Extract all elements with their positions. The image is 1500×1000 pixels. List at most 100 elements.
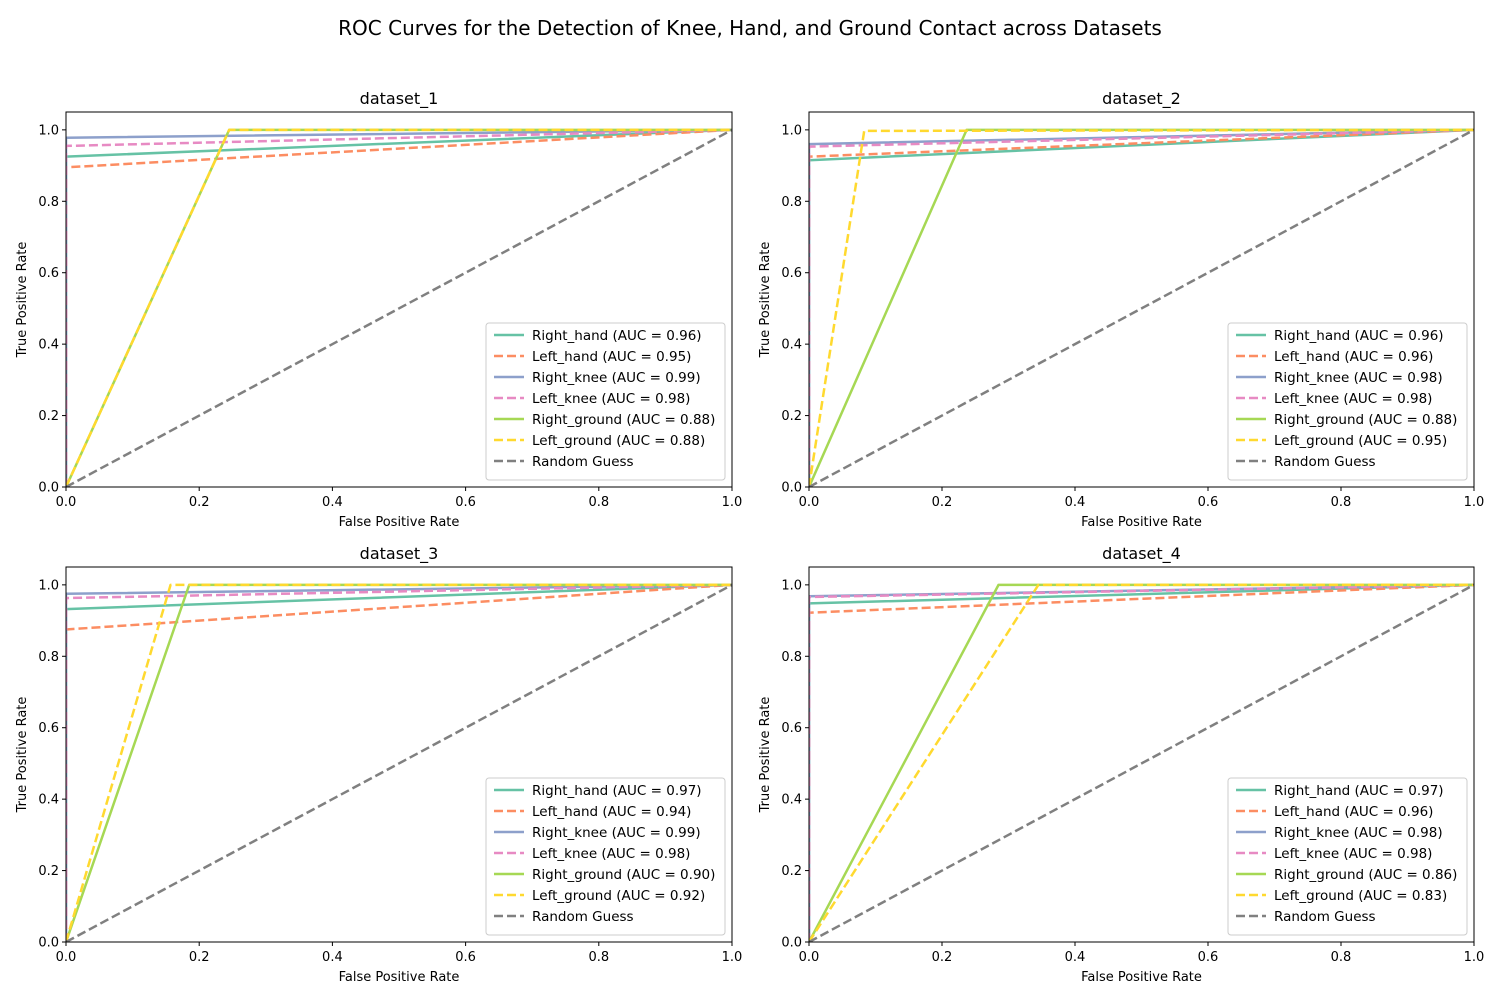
x-tick-label: 0.8 <box>1331 950 1352 965</box>
x-tick-label: 0.8 <box>588 495 609 510</box>
series-line-right-knee <box>66 128 732 487</box>
y-tick-label: 0.6 <box>781 721 802 736</box>
x-tick-label: 0.0 <box>799 950 820 965</box>
x-tick-label: 0.8 <box>1331 495 1352 510</box>
legend-entry: Left_knee (AUC = 0.98) <box>1274 846 1432 862</box>
x-tick-label: 0.6 <box>1198 495 1219 510</box>
legend-entry: Left_hand (AUC = 0.96) <box>1274 349 1433 365</box>
legend-entry: Left_ground (AUC = 0.92) <box>532 888 705 904</box>
x-axis-label: False Positive Rate <box>1081 970 1202 985</box>
x-tick-label: 0.2 <box>189 495 210 510</box>
series-line-right-hand <box>66 128 732 487</box>
y-tick-label: 0.0 <box>781 481 802 496</box>
y-tick-label: 0.2 <box>781 864 802 879</box>
x-tick-label: 0.6 <box>1198 950 1219 965</box>
legend-entry: Right_hand (AUC = 0.96) <box>1274 328 1444 344</box>
plot-frame <box>808 111 1475 488</box>
x-axis-label: False Positive Rate <box>339 515 460 530</box>
legend-entry: Right_hand (AUC = 0.97) <box>532 783 702 799</box>
series-group <box>809 583 1474 942</box>
y-tick-label: 1.0 <box>781 123 802 138</box>
legend-entry: Right_ground (AUC = 0.88) <box>532 412 715 428</box>
legend-entry: Right_ground (AUC = 0.88) <box>1274 412 1457 428</box>
y-tick-label: 0.4 <box>781 338 802 353</box>
x-tick-label: 0.0 <box>56 495 77 510</box>
series-line-random-guess <box>809 128 1474 487</box>
legend-entry: Left_hand (AUC = 0.95) <box>532 349 691 365</box>
y-tick-label: 1.0 <box>781 578 802 593</box>
series-line-left-knee <box>66 583 732 942</box>
legend-entry: Left_ground (AUC = 0.88) <box>532 433 705 449</box>
series-line-left-knee <box>809 128 1474 487</box>
y-axis-label: True Positive Rate <box>15 242 30 359</box>
legend: Right_hand (AUC = 0.97) Left_hand (AUC = … <box>1227 777 1468 936</box>
x-tick-label: 0.4 <box>322 950 343 965</box>
series-line-right-hand <box>66 583 732 942</box>
chart-panel-2: dataset_2 0.0 0.2 0.4 0.6 0.8 1.0 0.0 0.2 0.4 0.6 0… <box>758 89 1484 530</box>
x-axis-label: False Positive Rate <box>1081 515 1202 530</box>
legend-entry: Left_knee (AUC = 0.98) <box>532 391 690 407</box>
legend-entry: Right_hand (AUC = 0.97) <box>1274 783 1444 799</box>
legend-entry: Right_ground (AUC = 0.90) <box>532 867 715 883</box>
legend-box <box>485 322 726 481</box>
y-axis-label: True Positive Rate <box>758 242 773 359</box>
x-tick-label: 1.0 <box>1464 495 1485 510</box>
series-line-random-guess <box>66 583 732 942</box>
y-tick-label: 0.2 <box>38 409 59 424</box>
series-line-left-hand <box>809 128 1474 487</box>
series-line-left-knee <box>809 583 1474 942</box>
legend-entry: Left_hand (AUC = 0.96) <box>1274 804 1433 820</box>
y-tick-label: 0.8 <box>781 650 802 665</box>
legend: Right_hand (AUC = 0.96) Left_hand (AUC = … <box>485 322 726 481</box>
x-tick-label: 0.2 <box>189 950 210 965</box>
legend-entry: Left_ground (AUC = 0.83) <box>1274 888 1447 904</box>
chart-panel-1: dataset_1 0.0 0.2 0.4 0.6 0.8 1.0 0.0 0.2 0.4 0.6 0… <box>15 89 742 530</box>
plot-frame <box>65 111 733 488</box>
legend-box <box>1227 777 1468 936</box>
y-tick-label: 0.4 <box>38 338 59 353</box>
y-axis-label: True Positive Rate <box>758 697 773 814</box>
y-tick-label: 0.8 <box>38 650 59 665</box>
legend: Right_hand (AUC = 0.97) Left_hand (AUC = … <box>485 777 726 936</box>
legend-entry: Right_hand (AUC = 0.96) <box>532 328 702 344</box>
x-tick-label: 0.8 <box>588 950 609 965</box>
series-line-right-hand <box>809 583 1474 942</box>
chart-panel-4: dataset_4 0.0 0.2 0.4 0.6 0.8 1.0 0.0 0.2 0.4 0.6 0… <box>758 544 1484 985</box>
series-line-left-ground <box>809 583 1474 942</box>
legend-entry: Right_ground (AUC = 0.86) <box>1274 867 1457 883</box>
y-tick-label: 0.6 <box>38 266 59 281</box>
plot-frame <box>65 566 733 943</box>
legend-entry: Right_knee (AUC = 0.98) <box>1274 825 1443 841</box>
x-tick-label: 0.6 <box>455 950 476 965</box>
y-tick-label: 0.0 <box>781 936 802 951</box>
series-line-left-knee <box>66 128 732 487</box>
panel-title: dataset_3 <box>360 544 439 564</box>
legend-entry: Left_knee (AUC = 0.98) <box>1274 391 1432 407</box>
legend: Right_hand (AUC = 0.96) Left_hand (AUC = … <box>1227 322 1468 481</box>
series-group <box>66 583 732 942</box>
series-line-right-knee <box>66 583 732 942</box>
legend-entry: Random Guess <box>532 454 634 470</box>
y-tick-label: 0.4 <box>781 793 802 808</box>
series-line-random-guess <box>809 583 1474 942</box>
y-tick-label: 0.2 <box>781 409 802 424</box>
series-group <box>66 128 732 487</box>
x-tick-label: 1.0 <box>722 495 743 510</box>
legend-entry: Left_ground (AUC = 0.95) <box>1274 433 1447 449</box>
y-tick-label: 0.6 <box>38 721 59 736</box>
y-tick-label: 1.0 <box>38 578 59 593</box>
x-axis-label: False Positive Rate <box>339 970 460 985</box>
plot-frame <box>808 566 1475 943</box>
legend-entry: Right_knee (AUC = 0.98) <box>1274 370 1443 386</box>
series-line-left-ground <box>66 583 732 942</box>
x-tick-label: 1.0 <box>1464 950 1485 965</box>
legend-entry: Left_knee (AUC = 0.98) <box>532 846 690 862</box>
legend-entry: Right_knee (AUC = 0.99) <box>532 825 701 841</box>
x-tick-label: 0.4 <box>322 495 343 510</box>
x-tick-label: 0.2 <box>932 950 953 965</box>
legend-entry: Random Guess <box>1274 909 1376 925</box>
x-tick-label: 0.6 <box>455 495 476 510</box>
series-line-right-ground <box>809 583 1474 942</box>
legend-box <box>485 777 726 936</box>
